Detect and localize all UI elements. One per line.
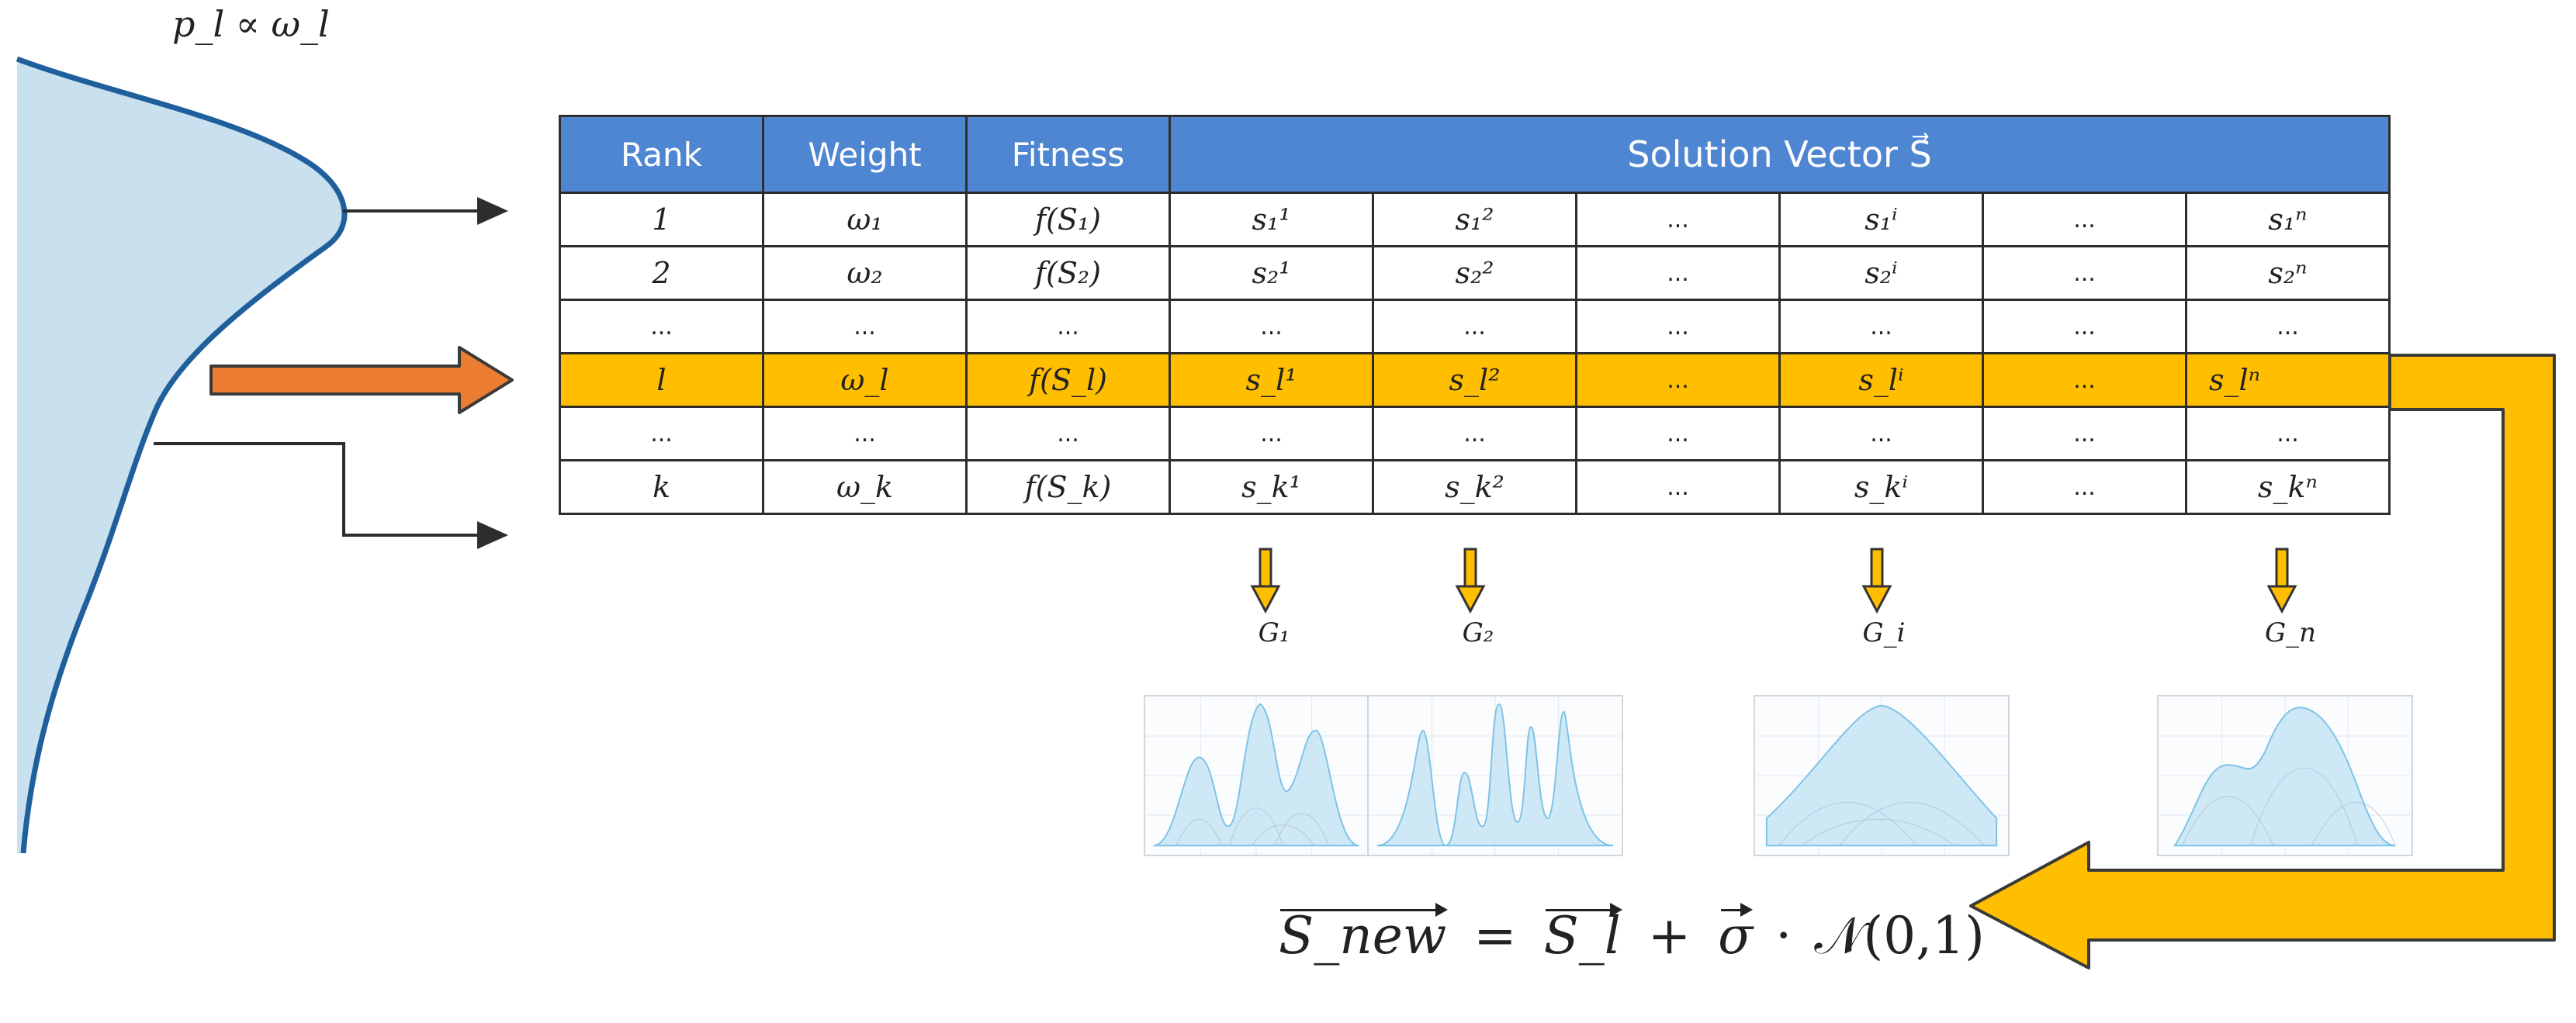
cell-sn: s_lⁿ [2185,352,2391,408]
label-gi: G_i [1862,617,1906,648]
cell-d2: ... [1982,192,2187,247]
cell-d1: ... [1575,192,1781,247]
probability-label: p_l ∝ ω_l [172,3,330,45]
cell-d2: ... [1982,299,2187,354]
down-arrow-g1 [1250,548,1281,614]
cell-fitness: f(S₁) [965,192,1171,247]
cell-d2: ... [1982,406,2187,461]
cell-weight: ... [762,406,968,461]
cell-rank: ... [559,406,764,461]
cell-s1: s_k¹ [1169,459,1374,515]
label-g2: G₂ [1462,617,1494,648]
cell-sn: ... [2185,299,2391,354]
cell-sn: ... [2185,406,2391,461]
formula-lhs: S_new [1279,903,1449,966]
down-arrow-g2 [1455,548,1486,614]
sampling-formula: S_new = S_l + σ · 𝒩(0,1) [1279,903,1985,967]
distribution-curve [17,59,345,853]
cell-sn: s_kⁿ [2185,459,2391,515]
cell-d2: ... [1982,352,2187,408]
table-row: 2 ω₂ f(S₂) s₂¹ s₂²... s₂ⁱ... s₂ⁿ [559,245,2391,301]
cell-d2: ... [1982,245,2187,301]
header-fitness: Fitness [965,115,1171,194]
cell-si: ... [1778,299,1984,354]
down-arrow-gn [2266,548,2297,614]
cell-fitness: ... [965,299,1171,354]
formula-term1: S_l [1543,903,1623,966]
cell-s2: s₁² [1372,192,1577,247]
cell-si: s_kⁱ [1778,459,1984,515]
cell-weight: ω₁ [762,192,968,247]
pointer-arrow-rank-k [154,442,508,549]
probability-distribution [16,56,514,854]
cell-s1: s_l¹ [1169,352,1374,408]
label-g1: G₁ [1258,617,1290,648]
cell-s1: s₂¹ [1169,245,1374,301]
label-gn: G_n [2264,617,2317,648]
cell-rank: ... [559,299,764,354]
cell-rank: k [559,459,764,515]
cell-fitness: f(S_l) [965,352,1171,408]
gaussian-mixture-gi [1754,695,2010,856]
cell-rank: 1 [559,192,764,247]
cell-s1: ... [1169,406,1374,461]
header-rank: Rank [559,115,764,194]
formula-equals: = [1473,906,1517,966]
cell-weight: ... [762,299,968,354]
cell-d2: ... [1982,459,2187,515]
cell-s2: ... [1372,299,1577,354]
cell-s2: s_l² [1372,352,1577,408]
table-row: ........................... [559,299,2391,354]
cell-s1: ... [1169,299,1374,354]
cell-rank: l [559,352,764,408]
cell-sn: s₁ⁿ [2185,192,2391,247]
return-arrow [1969,354,2556,969]
cell-d1: ... [1575,245,1781,301]
down-arrow-gi [1861,548,1892,614]
pointer-arrow-rank-1 [343,197,508,225]
table-row: k ω_k f(S_k) s_k¹ s_k²... s_kⁱ... s_kⁿ [559,459,2391,515]
table-row: 1 ω₁ f(S₁) s₁¹ s₁²... s₁ⁱ... s₁ⁿ [559,192,2391,247]
formula-plus: + [1647,906,1691,966]
header-solution-vector: Solution Vector S⃗ [1169,115,2391,194]
gaussian-mixture-g2 [1367,695,1623,856]
table-row: l ω_l f(S_l) s_l¹ s_l²... s_lⁱ... s_lⁿ [559,352,2391,408]
gaussian-mixture-g1 [1144,695,1369,856]
cell-fitness: ... [965,406,1171,461]
solution-archive-table: Rank Weight Fitness Solution Vector S⃗ 1… [559,115,2391,515]
cell-si: s₁ⁱ [1778,192,1984,247]
selection-arrow-rank-l [209,346,514,414]
header-weight: Weight [762,115,968,194]
cell-weight: ω₂ [762,245,968,301]
cell-fitness: f(S₂) [965,245,1171,301]
cell-s1: s₁¹ [1169,192,1374,247]
cell-sn: s₂ⁿ [2185,245,2391,301]
cell-d1: ... [1575,406,1781,461]
cell-fitness: f(S_k) [965,459,1171,515]
cell-weight: ω_l [762,352,968,408]
formula-dot: · [1775,906,1792,966]
cell-si: s_lⁱ [1778,352,1984,408]
cell-d1: ... [1575,459,1781,515]
cell-si: ... [1778,406,1984,461]
formula-sigma: σ [1718,903,1754,966]
gaussian-mixture-gn [2157,695,2413,856]
cell-rank: 2 [559,245,764,301]
cell-d1: ... [1575,299,1781,354]
cell-si: s₂ⁱ [1778,245,1984,301]
cell-s2: s₂² [1372,245,1577,301]
cell-d1: ... [1575,352,1781,408]
formula-normal: 𝒩(0,1) [1814,906,1985,966]
cell-s2: ... [1372,406,1577,461]
table-row: ........................... [559,406,2391,461]
cell-weight: ω_k [762,459,968,515]
cell-s2: s_k² [1372,459,1577,515]
